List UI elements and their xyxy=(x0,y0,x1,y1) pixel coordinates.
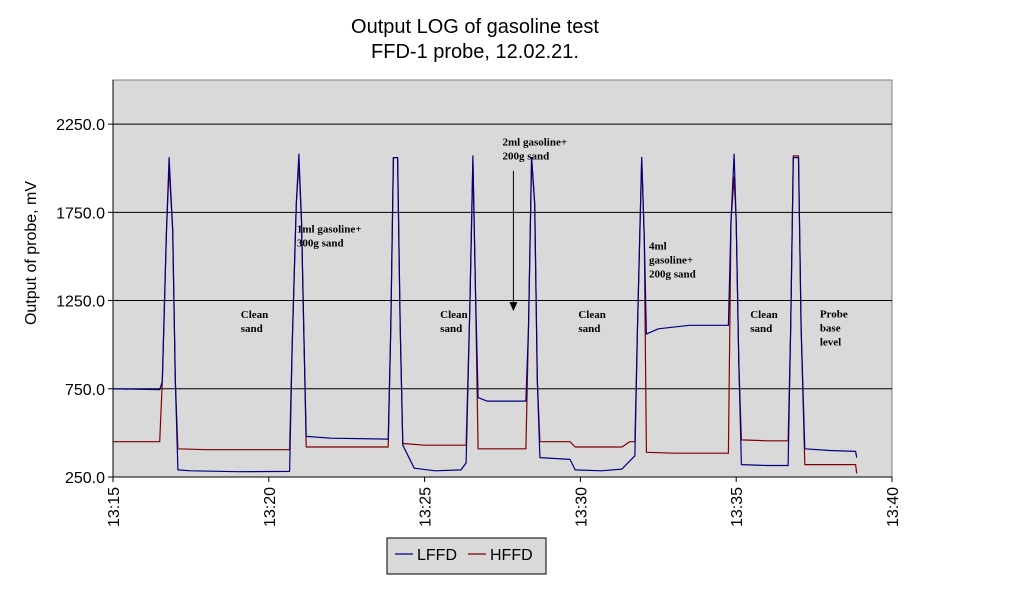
x-tick-label: 13:30 xyxy=(573,487,590,527)
y-axis-label: Output of probe, mV xyxy=(23,181,40,325)
legend-label-hffd: HFFD xyxy=(490,547,533,564)
y-tick-label: 250.0 xyxy=(65,470,105,487)
legend: LFFD HFFD xyxy=(386,537,547,575)
annotation-label: Probe base level xyxy=(820,308,848,348)
annotation-label: Clean sand xyxy=(750,309,778,335)
legend-box xyxy=(386,537,547,575)
annotation-label: 1ml gasoline+ 300g sand xyxy=(297,224,362,250)
axes xyxy=(112,80,892,478)
y-tick-label: 1750.0 xyxy=(56,205,105,222)
annotation-label: Clean sand xyxy=(241,309,268,335)
x-tick-label: 13:20 xyxy=(262,487,279,527)
x-ticks: 13:15 13:20 13:25 13:30 13:35 13:40 xyxy=(106,477,902,527)
chart-title: Output LOG of gasoline test FFD-1 probe,… xyxy=(351,16,599,63)
y-ticks: 250.0 750.0 1250.0 1750.0 2250.0 xyxy=(56,117,113,487)
x-tick-label: 13:35 xyxy=(729,487,746,527)
plot-area xyxy=(112,79,893,478)
x-tick-label: 13:15 xyxy=(106,487,123,527)
annotations: Clean sand 1ml gasoline+ 300g sand Clean sand… xyxy=(241,136,848,348)
y-tick-label: 2250.0 xyxy=(56,117,105,134)
chart-title-line-2: FFD-1 probe, 12.02.21. xyxy=(371,41,579,63)
annotation-label: Clean sand xyxy=(578,309,606,335)
legend-label-lffd: LFFD xyxy=(417,547,457,564)
x-tick-label: 13:25 xyxy=(418,487,435,527)
annotation-label: 4ml gasoline+ 200g sand xyxy=(649,240,696,280)
series-line-lffd xyxy=(112,153,858,473)
gridlines xyxy=(113,123,892,390)
y-tick-label: 1250.0 xyxy=(56,294,105,311)
chart-title-line-1: Output LOG of gasoline test xyxy=(351,16,599,38)
arrow-head xyxy=(509,302,518,312)
annotation-label: 2ml gasoline+ 200g sand xyxy=(503,136,568,162)
series-layer xyxy=(112,153,858,474)
x-tick-label: 13:40 xyxy=(885,487,902,527)
annotation-label: Clean sand xyxy=(440,309,468,335)
y-tick-label: 750.0 xyxy=(65,382,105,399)
